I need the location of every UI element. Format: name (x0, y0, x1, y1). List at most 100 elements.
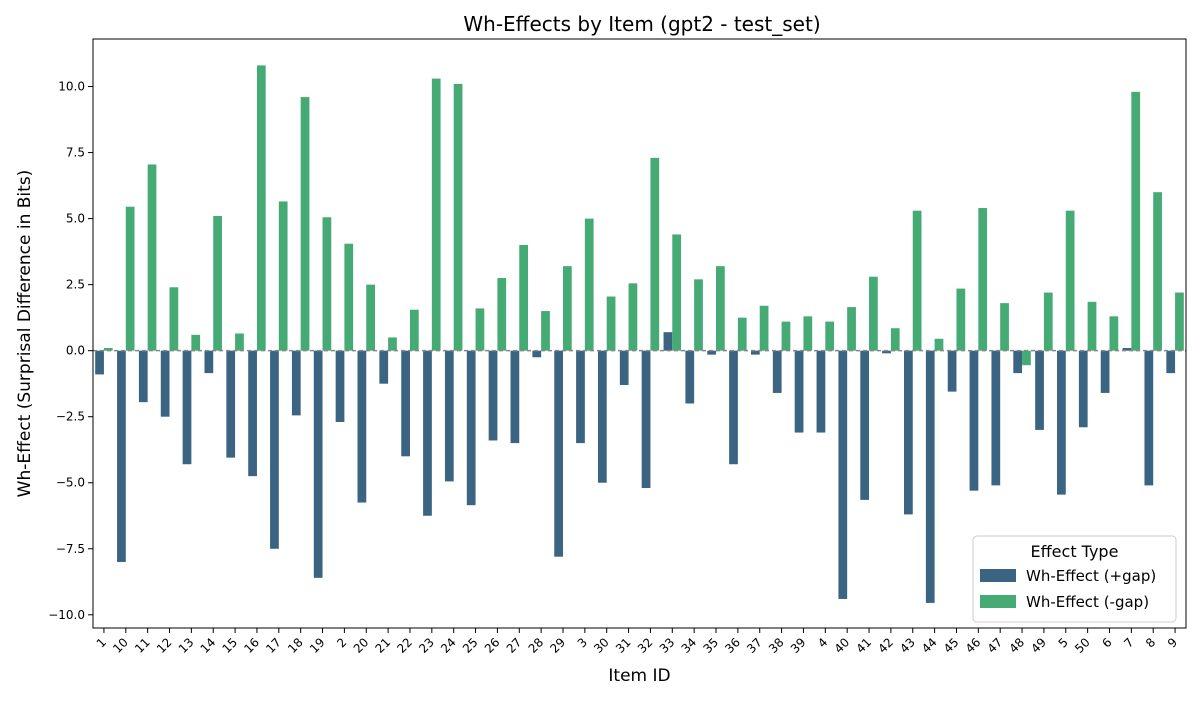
x-tick-label: 42 (875, 635, 896, 656)
bar-minus-gap-item-37 (759, 305, 769, 351)
y-tick-label: 2.5 (66, 278, 85, 292)
x-tick-label: 11 (132, 635, 153, 656)
bar-minus-gap-item-10 (125, 206, 135, 351)
bar-plus-gap-item-7 (1122, 348, 1132, 351)
x-tick-label: 49 (1028, 635, 1049, 656)
bar-plus-gap-item-44 (925, 350, 935, 603)
bar-plus-gap-item-36 (729, 350, 738, 465)
x-axis-label: Item ID (608, 666, 670, 686)
x-axis: 1 10 11 12 13 14 15 16 17 18 19 2 20 21 22 23 24 25 26 27 28… (94, 628, 1180, 656)
bar-plus-gap-item-11 (138, 350, 148, 403)
x-tick-label: 50 (1072, 635, 1093, 656)
x-tick-label: 1 (94, 635, 109, 650)
y-axis-label: Wh-Effect (Surprisal Difference in Bits) (15, 170, 35, 498)
x-tick-label: 15 (220, 635, 241, 656)
x-tick-label: 23 (416, 635, 437, 656)
bar-minus-gap-item-33 (672, 234, 682, 351)
bar-minus-gap-item-25 (475, 308, 485, 351)
bar-minus-gap-item-21 (388, 337, 397, 351)
x-tick-label: 14 (198, 635, 219, 656)
x-tick-label: 45 (941, 635, 962, 656)
bar-minus-gap-item-4 (825, 321, 835, 351)
bar-plus-gap-item-50 (1078, 350, 1088, 428)
x-tick-label: 24 (438, 635, 459, 656)
x-tick-label: 9 (1165, 635, 1180, 650)
bar-minus-gap-item-28 (541, 311, 550, 351)
bar-plus-gap-item-27 (510, 350, 520, 444)
bar-plus-gap-item-15 (226, 350, 236, 458)
bar-minus-gap-item-36 (737, 317, 747, 351)
bar-plus-gap-item-41 (860, 350, 870, 500)
bar-minus-gap-item-17 (278, 201, 288, 351)
bar-minus-gap-item-8 (1153, 192, 1162, 351)
bar-plus-gap-item-48 (1013, 350, 1023, 374)
bar-minus-gap-item-44 (934, 338, 944, 351)
y-tick-label: −10.0 (48, 608, 85, 622)
bar-plus-gap-item-30 (597, 350, 607, 483)
x-tick-label: 47 (985, 635, 1006, 656)
plot-frame (92, 38, 1187, 629)
bar-minus-gap-item-49 (1043, 292, 1053, 351)
bars-layer (95, 65, 1184, 603)
bar-plus-gap-item-8 (1144, 350, 1154, 486)
bar-plus-gap-item-29 (554, 350, 563, 557)
bar-plus-gap-item-31 (619, 350, 629, 386)
bar-plus-gap-item-16 (248, 350, 257, 477)
x-tick-label: 19 (307, 635, 328, 656)
bar-minus-gap-item-41 (869, 276, 878, 351)
bar-plus-gap-item-10 (117, 350, 126, 562)
x-tick-label: 48 (1006, 635, 1027, 656)
bar-minus-gap-item-47 (1000, 303, 1009, 351)
x-tick-label: 33 (657, 635, 678, 656)
bar-plus-gap-item-18 (291, 350, 301, 416)
bar-plus-gap-item-12 (160, 350, 170, 417)
bar-plus-gap-item-4 (816, 350, 826, 433)
bar-minus-gap-item-14 (213, 215, 222, 351)
bar-minus-gap-item-16 (256, 65, 266, 351)
y-axis: −10.0 −7.5 −5.0 −2.5 0.0 2.5 5.0 7.5 10.0 (48, 80, 93, 622)
bar-plus-gap-item-34 (685, 350, 695, 404)
bar-minus-gap-item-15 (235, 333, 244, 351)
bar-plus-gap-item-38 (772, 350, 782, 393)
y-tick-label: 7.5 (66, 146, 85, 160)
x-tick-label: 20 (351, 635, 372, 656)
bar-minus-gap-item-30 (606, 296, 616, 351)
x-tick-label: 32 (635, 635, 656, 656)
x-tick-label: 21 (373, 635, 394, 656)
bar-plus-gap-item-2 (335, 350, 345, 422)
bar-minus-gap-item-48 (1022, 350, 1031, 366)
bar-plus-gap-item-28 (532, 350, 542, 358)
x-tick-label: 38 (766, 635, 787, 656)
bar-plus-gap-item-13 (182, 350, 192, 465)
x-tick-label: 34 (679, 635, 700, 656)
bar-plus-gap-item-20 (357, 350, 367, 503)
bar-minus-gap-item-6 (1109, 316, 1119, 351)
bar-plus-gap-item-5 (1057, 350, 1066, 495)
y-tick-label: 5.0 (66, 212, 85, 226)
bar-minus-gap-item-20 (366, 284, 375, 351)
bar-minus-gap-item-45 (956, 288, 966, 351)
x-tick-label: 18 (285, 635, 306, 656)
x-tick-label: 2 (334, 635, 349, 650)
bar-minus-gap-item-3 (584, 218, 594, 351)
bar-plus-gap-item-6 (1100, 350, 1110, 393)
bar-plus-gap-item-43 (904, 350, 913, 515)
bar-plus-gap-item-22 (401, 350, 410, 457)
bar-plus-gap-item-9 (1166, 350, 1176, 374)
bar-plus-gap-item-32 (641, 350, 651, 489)
bar-minus-gap-item-40 (847, 307, 856, 351)
bar-minus-gap-item-13 (191, 334, 201, 351)
y-tick-label: −5.0 (56, 476, 85, 490)
x-tick-label: 43 (897, 635, 918, 656)
bar-minus-gap-item-12 (169, 287, 179, 351)
x-tick-label: 40 (832, 635, 853, 656)
x-tick-label: 6 (1099, 635, 1114, 650)
bar-plus-gap-item-3 (576, 350, 585, 444)
bar-plus-gap-item-17 (270, 350, 279, 549)
x-tick-label: 16 (241, 635, 262, 656)
bar-plus-gap-item-39 (794, 350, 804, 433)
bar-minus-gap-item-2 (344, 243, 354, 351)
legend-label-plus-gap: Wh-Effect (+gap) (1026, 567, 1156, 585)
x-tick-label: 29 (547, 635, 568, 656)
x-tick-label: 35 (700, 635, 721, 656)
